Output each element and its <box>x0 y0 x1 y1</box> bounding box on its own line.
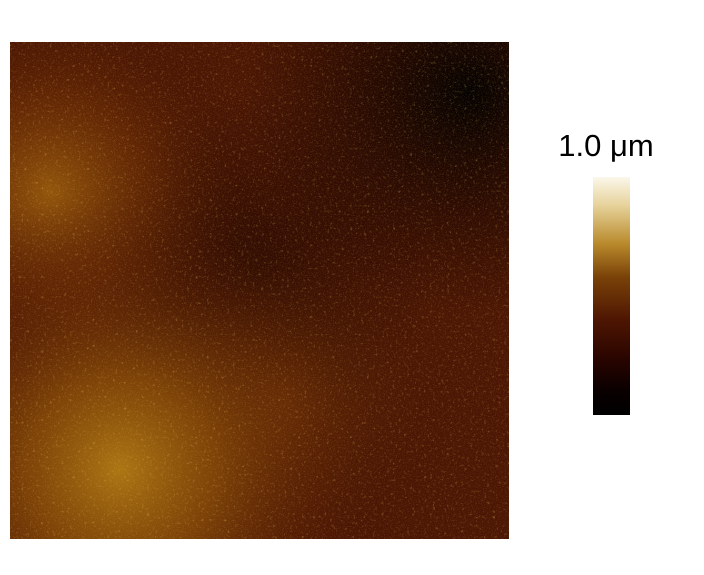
afm-height-image <box>10 42 509 539</box>
afm-height-map <box>10 42 509 539</box>
color-scale-bar <box>593 177 630 415</box>
scale-max-label: 1.0 μm <box>558 128 654 163</box>
